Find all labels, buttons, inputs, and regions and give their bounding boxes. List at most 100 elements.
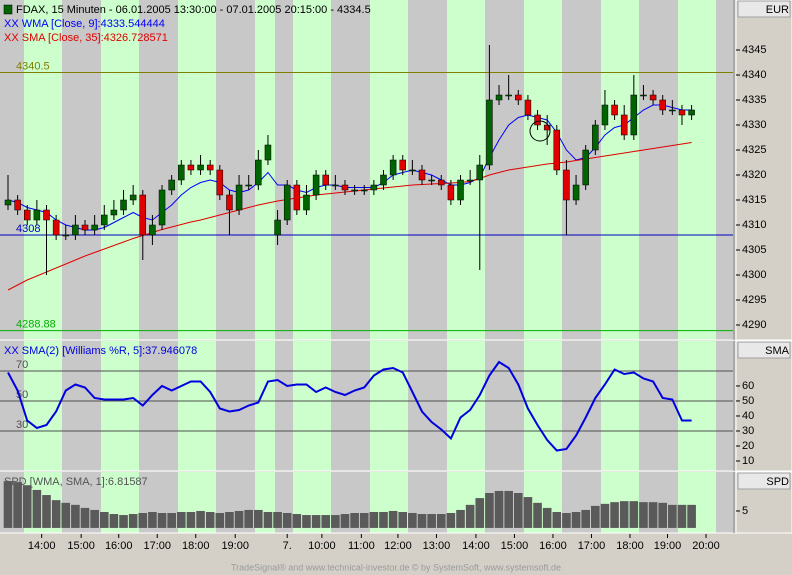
bar bbox=[13, 482, 22, 528]
x-tick-label: 19:00 bbox=[654, 540, 682, 552]
bar bbox=[591, 505, 600, 528]
candle-body bbox=[197, 164, 204, 171]
bar bbox=[196, 510, 205, 528]
bar bbox=[639, 502, 648, 528]
candle-body bbox=[351, 189, 358, 192]
session-stripe bbox=[293, 341, 331, 471]
candle-body bbox=[178, 164, 185, 181]
x-tick-label: 18:00 bbox=[182, 540, 210, 552]
bar bbox=[388, 510, 398, 528]
x-tick-label: 20:00 bbox=[692, 540, 720, 552]
candle-body bbox=[370, 184, 378, 191]
bar bbox=[687, 504, 696, 528]
candle-body bbox=[524, 99, 532, 116]
bar bbox=[340, 514, 350, 528]
axis-header-box bbox=[737, 0, 791, 18]
y-tick-label: 60 bbox=[742, 380, 754, 392]
bar bbox=[456, 509, 465, 528]
y-tick-label: 4305 bbox=[742, 244, 766, 256]
candle-body bbox=[515, 94, 522, 101]
legend-entry: XX SMA(2) [Williams %R, 5]:37.946078 bbox=[4, 345, 197, 357]
candle-body bbox=[389, 159, 397, 176]
candle-body bbox=[255, 159, 262, 186]
candle-body bbox=[168, 179, 175, 191]
candle-body bbox=[226, 194, 233, 211]
bar bbox=[80, 507, 90, 528]
bar bbox=[504, 490, 513, 528]
candle-body bbox=[380, 174, 387, 186]
axis-header-box bbox=[737, 341, 791, 359]
candle-body bbox=[129, 194, 137, 201]
bar bbox=[90, 509, 99, 528]
level-label: 4288.88 bbox=[16, 319, 56, 331]
x-tick-label: 7. bbox=[283, 540, 292, 552]
session-stripe bbox=[601, 0, 639, 340]
candle-body bbox=[611, 104, 618, 116]
level-label: 70 bbox=[16, 359, 28, 371]
bar bbox=[542, 507, 552, 528]
x-tick-label: 10:00 bbox=[308, 540, 336, 552]
candle-body bbox=[640, 94, 647, 97]
bar bbox=[369, 511, 379, 528]
x-tick-label: 13:00 bbox=[423, 540, 451, 552]
bar bbox=[215, 513, 225, 528]
bar bbox=[619, 501, 629, 528]
axis-bg bbox=[735, 0, 792, 341]
bar bbox=[513, 492, 523, 528]
bar bbox=[273, 511, 282, 528]
candle-body bbox=[332, 184, 339, 187]
candle-body bbox=[72, 224, 79, 236]
candle-body bbox=[341, 184, 349, 191]
bar bbox=[562, 513, 571, 528]
candle-body bbox=[620, 114, 628, 136]
candle-body bbox=[264, 144, 272, 161]
y-tick-label: 50 bbox=[742, 395, 754, 407]
candle-body bbox=[274, 219, 281, 236]
session-stripe bbox=[24, 0, 62, 340]
candle-body bbox=[592, 124, 599, 151]
session-stripe bbox=[178, 341, 216, 471]
candle-body bbox=[457, 179, 464, 201]
y-tick-label: 4295 bbox=[742, 294, 766, 306]
indicator-line bbox=[7, 104, 692, 231]
x-tick-label: 15:00 bbox=[67, 540, 95, 552]
level-label: 4340.5 bbox=[16, 60, 50, 72]
candle-body bbox=[669, 109, 676, 112]
candle-body bbox=[206, 164, 214, 171]
candle-body bbox=[235, 184, 243, 211]
bar bbox=[292, 514, 302, 528]
candle-body bbox=[139, 194, 147, 236]
candle-body bbox=[476, 164, 484, 181]
candle-body bbox=[399, 159, 407, 171]
session-stripe bbox=[678, 0, 716, 340]
bar bbox=[658, 502, 668, 528]
y-tick-label: 4335 bbox=[742, 94, 766, 106]
bar bbox=[465, 504, 475, 528]
y-tick-label: 5 bbox=[742, 505, 748, 517]
x-tick-label: 18:00 bbox=[616, 540, 644, 552]
y-tick-label: 4290 bbox=[742, 319, 766, 331]
candle-body bbox=[438, 179, 445, 186]
bar bbox=[494, 490, 504, 528]
session-stripe bbox=[255, 0, 275, 340]
bar bbox=[648, 502, 658, 528]
indicator-line bbox=[7, 360, 692, 452]
bar bbox=[436, 514, 446, 528]
candle-body bbox=[110, 209, 118, 216]
panel-backgrounds bbox=[0, 0, 792, 534]
x-tick-label: 16:00 bbox=[539, 540, 567, 552]
y-tick-label: 4340 bbox=[742, 69, 766, 81]
bar bbox=[533, 502, 542, 528]
bar bbox=[225, 511, 234, 528]
bar bbox=[176, 511, 186, 528]
session-stripe bbox=[601, 341, 639, 471]
bar bbox=[205, 511, 215, 528]
x-tick-label: 19:00 bbox=[221, 540, 249, 552]
candle-body bbox=[466, 179, 474, 182]
candle-body bbox=[43, 209, 50, 221]
bar bbox=[282, 513, 292, 528]
bar bbox=[427, 514, 436, 528]
candle-body bbox=[81, 224, 89, 231]
bar bbox=[119, 515, 128, 528]
